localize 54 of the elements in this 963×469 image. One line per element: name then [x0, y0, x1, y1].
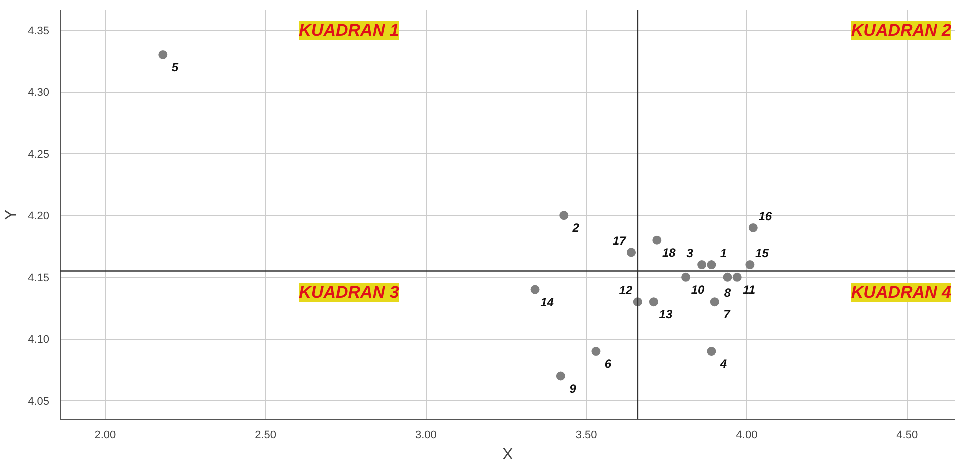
- x-tick-label: 2.00: [94, 430, 116, 442]
- point: [556, 372, 566, 381]
- annotation: 11: [743, 282, 756, 297]
- annotation: 8: [724, 286, 732, 300]
- x-tick-label: 2.50: [255, 430, 277, 442]
- point: [649, 298, 658, 307]
- y-tick-label: 4.10: [28, 334, 50, 346]
- annotation: KUADRAN 2: [851, 21, 952, 40]
- annotation: 2: [572, 221, 580, 236]
- point: [707, 347, 716, 356]
- point: [627, 248, 636, 258]
- annotation: 10: [691, 282, 706, 297]
- point: [530, 285, 540, 294]
- annotation: 9: [570, 382, 577, 396]
- y-tick-label: 4.30: [28, 87, 50, 100]
- y-tick-label: 4.25: [28, 148, 50, 161]
- point: [698, 260, 707, 270]
- point: [746, 260, 755, 270]
- point: [652, 236, 662, 245]
- point: [592, 347, 601, 356]
- y-axis-title: Y: [3, 209, 20, 220]
- point: [682, 272, 691, 282]
- x-tick-label: 4.50: [896, 430, 918, 442]
- annotation: 3: [686, 246, 694, 261]
- annotation: 15: [756, 246, 770, 261]
- x-tick-label: 3.50: [576, 430, 598, 442]
- annotation: 12: [619, 284, 633, 298]
- point: [732, 272, 742, 282]
- annotation: KUADRAN 1: [299, 21, 400, 40]
- annotation: 13: [659, 308, 673, 322]
- annotation: 14: [540, 295, 554, 310]
- x-tick-label: 3.00: [415, 430, 437, 442]
- y-tick-label: 4.05: [28, 396, 50, 408]
- annotation: KUADRAN 3: [299, 282, 400, 302]
- annotation: 1: [720, 246, 728, 261]
- y-tick-label: 4.15: [28, 272, 50, 284]
- point: [710, 298, 720, 307]
- y-tick-label: 4.35: [28, 25, 50, 38]
- point: [560, 211, 569, 220]
- annotation: 6: [604, 357, 612, 372]
- annotation: 16: [758, 209, 772, 224]
- annotation: 5: [172, 60, 179, 74]
- annotation: KUADRAN 4: [851, 282, 952, 302]
- annotation: 18: [662, 246, 676, 260]
- annotation: 7: [724, 308, 732, 322]
- point: [748, 223, 758, 232]
- point: [158, 50, 168, 60]
- annotation: 17: [612, 234, 628, 248]
- x-axis-title: X: [502, 446, 514, 464]
- point: [707, 260, 716, 270]
- y-tick-label: 4.20: [28, 210, 50, 223]
- point: [723, 272, 732, 282]
- annotation: 4: [719, 357, 728, 372]
- x-tick-label: 4.00: [736, 430, 758, 442]
